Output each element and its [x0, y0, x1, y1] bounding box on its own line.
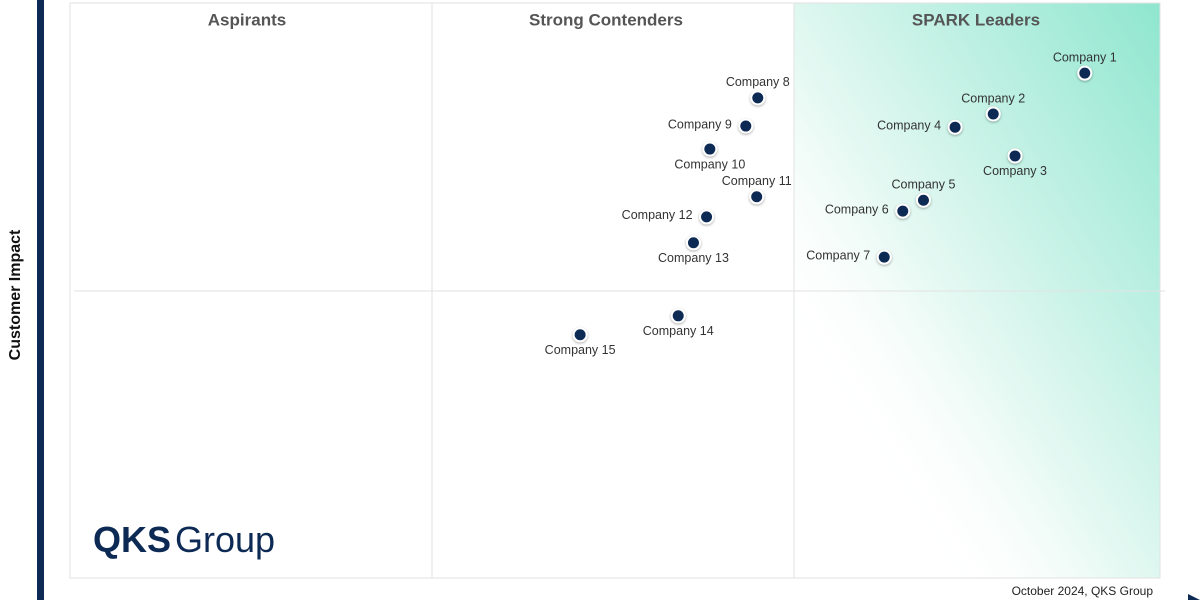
y-axis-bar	[37, 0, 44, 600]
point-label: Company 8	[726, 75, 790, 89]
data-point	[702, 141, 718, 157]
region-label: Strong Contenders	[529, 10, 683, 29]
data-point	[670, 308, 686, 324]
point-label: Company 13	[658, 251, 729, 265]
y-axis-label: Customer Impact	[7, 229, 24, 360]
footer-note: October 2024, QKS Group	[1012, 584, 1154, 598]
point-label: Company 5	[892, 178, 956, 192]
point-label: Company 14	[643, 324, 714, 338]
data-point	[749, 189, 765, 205]
data-point	[738, 118, 754, 134]
data-point	[985, 106, 1001, 122]
point-label: Company 1	[1053, 50, 1117, 64]
data-point	[750, 90, 766, 106]
point-label: Company 9	[668, 117, 732, 131]
region-label: Aspirants	[208, 10, 286, 29]
data-point	[572, 327, 588, 343]
point-label: Company 10	[674, 157, 745, 171]
point-label: Company 12	[622, 208, 693, 222]
point-label: Company 6	[825, 202, 889, 216]
logo: QKS Group	[93, 519, 275, 560]
point-label: Company 4	[877, 118, 941, 132]
point-label: Company 11	[722, 174, 792, 188]
data-point	[915, 192, 931, 208]
data-point	[1077, 65, 1093, 81]
data-point	[876, 249, 892, 265]
data-point	[685, 235, 701, 251]
region-label: SPARK Leaders	[912, 10, 1040, 29]
point-label: Company 3	[983, 164, 1047, 178]
data-point	[699, 209, 715, 225]
data-point	[1007, 148, 1023, 164]
point-label: Company 7	[806, 248, 870, 262]
x-axis-arrow	[1188, 594, 1200, 600]
point-label: Company 15	[545, 343, 616, 357]
point-label: Company 2	[961, 91, 1025, 105]
data-point	[947, 119, 963, 135]
data-point	[895, 203, 911, 219]
